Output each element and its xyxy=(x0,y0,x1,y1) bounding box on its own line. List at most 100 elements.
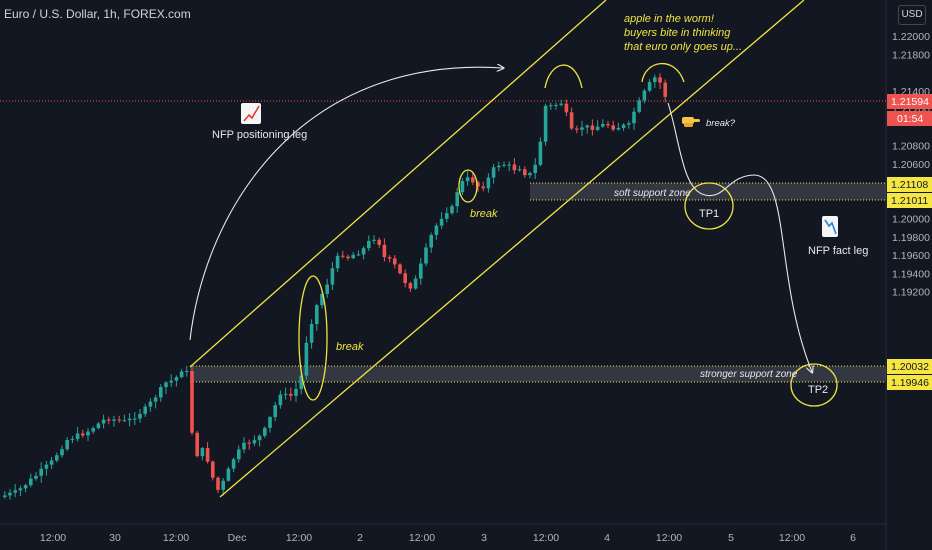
candle-body xyxy=(159,387,163,398)
nfp-positioning-label: NFP positioning leg xyxy=(212,129,307,141)
candle-body xyxy=(341,255,345,257)
strong-zone-top-price: 1.20032 xyxy=(887,359,932,374)
apple-line-2: buyers bite in thinking xyxy=(624,27,731,39)
candle-body xyxy=(278,394,283,406)
tp2-label: TP2 xyxy=(808,384,828,396)
candle-body xyxy=(429,234,433,248)
candle-body xyxy=(486,177,491,189)
candle-body xyxy=(283,393,288,395)
svg-text:1.21011: 1.21011 xyxy=(891,195,928,207)
candle-body xyxy=(450,206,454,214)
y-axis[interactable]: 1.220001.218001.214001.212001.208001.206… xyxy=(892,31,930,299)
strong-zone-label: stronger support zone xyxy=(700,369,798,380)
candle-body xyxy=(580,127,584,130)
chart-title: Euro / U.S. Dollar, 1h, FOREX.com xyxy=(4,7,191,21)
positioning-arrow xyxy=(189,67,503,341)
break-ellipse-2 xyxy=(458,169,478,203)
candle-body xyxy=(44,464,49,469)
x-tick-label: 4 xyxy=(604,532,610,544)
candle-body xyxy=(268,417,272,428)
candle-body xyxy=(559,103,563,105)
candle-body xyxy=(112,419,116,421)
break-ellipse-1 xyxy=(298,275,328,401)
candle-body xyxy=(117,419,121,421)
y-tick-label: 1.19600 xyxy=(892,250,930,262)
candle-body xyxy=(549,105,553,107)
channel-lower-line xyxy=(219,0,805,498)
candle-body xyxy=(424,247,428,264)
x-tick-label: 12:00 xyxy=(656,532,682,544)
candle-body xyxy=(13,490,17,493)
candle-body xyxy=(169,380,173,383)
candle-body xyxy=(185,371,189,373)
trend-down-icon xyxy=(822,216,838,237)
candle-body xyxy=(231,459,236,469)
candle-body xyxy=(403,273,407,284)
tp2-ellipse xyxy=(790,363,838,407)
strong-support-zone xyxy=(190,366,886,382)
candle-body xyxy=(569,112,574,129)
candle-body xyxy=(247,442,251,444)
candle-body xyxy=(195,432,199,457)
candle-body xyxy=(647,82,652,91)
candle-body xyxy=(190,371,194,433)
candle-body xyxy=(611,125,615,130)
candle-body xyxy=(294,388,298,396)
x-tick-label: 12:00 xyxy=(40,532,66,544)
candle-body xyxy=(595,126,600,131)
svg-text:1.21108: 1.21108 xyxy=(891,179,928,191)
candle-body xyxy=(29,478,33,486)
candle-body xyxy=(289,393,293,396)
candle-body xyxy=(263,427,267,436)
candle-body xyxy=(377,239,381,245)
soft-zone-label: soft support zone xyxy=(614,188,691,199)
candle-body xyxy=(543,105,548,142)
candle-body xyxy=(361,248,366,255)
svg-text:1.19946: 1.19946 xyxy=(891,377,929,389)
candle-body xyxy=(257,435,262,441)
tp1-label: TP1 xyxy=(699,208,719,220)
candle-body xyxy=(590,125,595,131)
candle-body xyxy=(226,468,231,481)
x-axis[interactable]: 12:00 30 12:00 Dec 12:00 2 12:00 3 12:00 4 12:00 5 1… xyxy=(40,532,856,544)
candle-body xyxy=(439,218,444,226)
candle-body xyxy=(408,283,413,289)
candle-body xyxy=(8,492,12,496)
candle-body xyxy=(533,164,537,174)
candle-body xyxy=(133,418,137,420)
x-tick-label: Dec xyxy=(228,532,247,544)
candle-body xyxy=(200,448,205,457)
candle-body xyxy=(632,111,636,124)
y-tick-label: 1.20600 xyxy=(892,159,930,171)
candle-body xyxy=(663,82,667,97)
candle-body xyxy=(18,488,23,491)
candle-body xyxy=(330,268,335,285)
candle-body xyxy=(491,167,496,178)
candle-body xyxy=(413,278,418,289)
candle-body xyxy=(216,477,220,490)
apple-line-3: that euro only goes up... xyxy=(624,41,742,53)
candle-body xyxy=(91,428,95,432)
candle-body xyxy=(476,182,480,187)
candle-body xyxy=(367,240,371,249)
candle-body xyxy=(107,419,111,421)
candle-body xyxy=(616,127,621,130)
candle-body xyxy=(471,177,475,183)
candle-body xyxy=(299,375,303,389)
currency-button[interactable]: USD xyxy=(898,5,926,25)
candle-body xyxy=(65,439,69,450)
y-tick-label: 1.21800 xyxy=(892,49,930,61)
candle-body xyxy=(621,124,626,128)
x-tick-label: 3 xyxy=(481,532,487,544)
candle-body xyxy=(637,100,641,112)
candle-body xyxy=(627,123,631,125)
y-tick-label: 1.22000 xyxy=(892,31,930,43)
candle-body xyxy=(164,382,168,388)
candle-body xyxy=(127,418,132,421)
candle-body xyxy=(465,177,470,182)
current-price-label: 1.21594 xyxy=(887,94,932,109)
candles-group xyxy=(3,73,667,500)
candle-body xyxy=(101,419,106,424)
candle-body xyxy=(434,225,439,235)
